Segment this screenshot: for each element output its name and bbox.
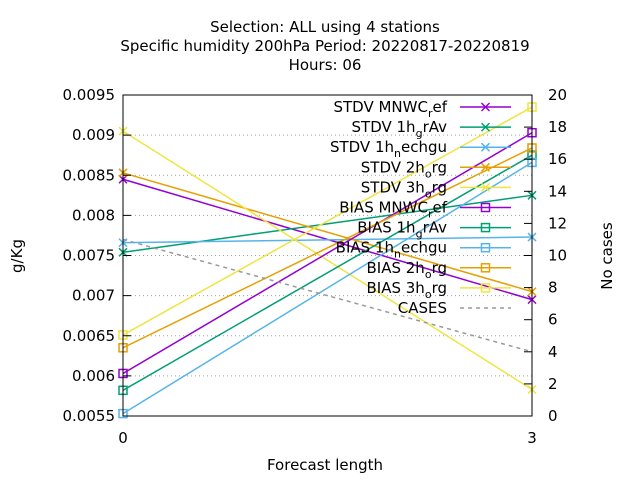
legend-label: CASES [398,299,447,317]
data-point [480,142,491,152]
x-tick-label: 3 [527,429,537,447]
legend-item-5: BIAS MNWCref [339,199,511,221]
legend-item-3: STDV 2horg [361,158,511,180]
y2-axis-label: No cases [598,222,616,290]
data-point [480,122,491,132]
data-point [480,182,491,192]
y2-tick-label: 16 [548,150,567,168]
series-line [122,154,533,391]
title-line-1: Selection: ALL using 4 stations [210,18,440,36]
legend-item-7: BIAS 1hnechgu [336,239,511,261]
legend-label: BIAS 3horg [367,279,448,301]
data-point [480,202,491,213]
series-10 [122,238,533,353]
y-tick-label: 0.007 [72,287,115,305]
legend-label: BIAS MNWCref [339,199,447,221]
series-line [122,132,533,375]
y2-tick-label: 14 [548,182,567,200]
y2-tick-label: 4 [548,343,558,361]
grid-lines [123,134,532,377]
series-line [122,106,533,336]
y2-tick-label: 10 [548,247,567,265]
series-layer [118,102,537,419]
legend-item-4: STDV 3horg [361,178,511,200]
series-line [122,194,533,254]
data-point [480,263,491,273]
series-line [122,172,533,293]
y2-axis-ticks: 0 2 4 6 8 10 12 14 16 18 20 [524,86,567,425]
series-line [122,161,533,415]
y-axis-label: g/Kg [8,239,26,273]
legend-label: BIAS 1hgrAv [357,219,447,241]
legend-label: BIAS 1hnechgu [336,239,447,261]
y-axis-ticks: 0.0055 0.006 0.0065 0.007 0.0075 0.008 0.0085 0… [63,86,131,425]
y2-tick-label: 6 [548,311,558,329]
series-9 [118,102,537,340]
y2-tick-label: 2 [548,375,558,393]
x-axis-label: Forecast length [267,456,383,474]
legend-item-2: STDV 1hnechgu [330,138,511,160]
data-point [480,242,491,253]
legend-label: BIAS 2horg [367,259,448,281]
y-tick-label: 0.0065 [63,327,116,345]
series-line [122,236,533,244]
y-tick-label: 0.008 [72,206,115,224]
title-line-3: Hours: 06 [289,56,362,74]
y-tick-label: 0.0095 [63,86,116,104]
series-1 [118,190,537,257]
legend-label: STDV 2horg [361,158,447,180]
y-tick-label: 0.0085 [63,166,116,184]
legend-item-9: BIAS 3horg [367,279,511,301]
legend-item-8: BIAS 2horg [367,259,511,281]
series-line [122,147,533,349]
legend-label: STDV MNWCref [333,98,447,120]
legend-item-10: CASES [398,299,511,317]
legend-label: STDV 3horg [361,178,447,200]
y-tick-label: 0.0075 [63,247,116,265]
y2-tick-label: 20 [548,86,567,104]
series-5 [118,127,537,379]
data-point [480,222,491,233]
y2-tick-label: 18 [548,118,567,136]
legend-label: STDV 1hnechgu [330,138,447,160]
data-point [480,283,491,293]
y2-tick-label: 0 [548,407,558,425]
data-point [480,162,491,172]
y-tick-label: 0.006 [72,367,115,385]
y-tick-label: 0.009 [72,126,115,144]
series-line [122,238,533,353]
legend-item-6: BIAS 1hgrAv [357,219,511,241]
legend-item-0: STDV MNWCref [333,98,511,120]
x-tick-label: 0 [118,429,128,447]
y2-tick-label: 8 [548,279,558,297]
y2-tick-label: 12 [548,214,567,232]
chart-title: Selection: ALL using 4 stationsSpecific … [120,18,529,74]
y-tick-label: 0.0055 [63,407,116,425]
series-line [122,130,533,391]
legend-label: STDV 1hgrAv [352,118,448,140]
data-point [480,102,491,112]
legend-item-1: STDV 1hgrAv [352,118,511,140]
title-line-2: Specific humidity 200hPa Period: 2022081… [120,37,529,55]
